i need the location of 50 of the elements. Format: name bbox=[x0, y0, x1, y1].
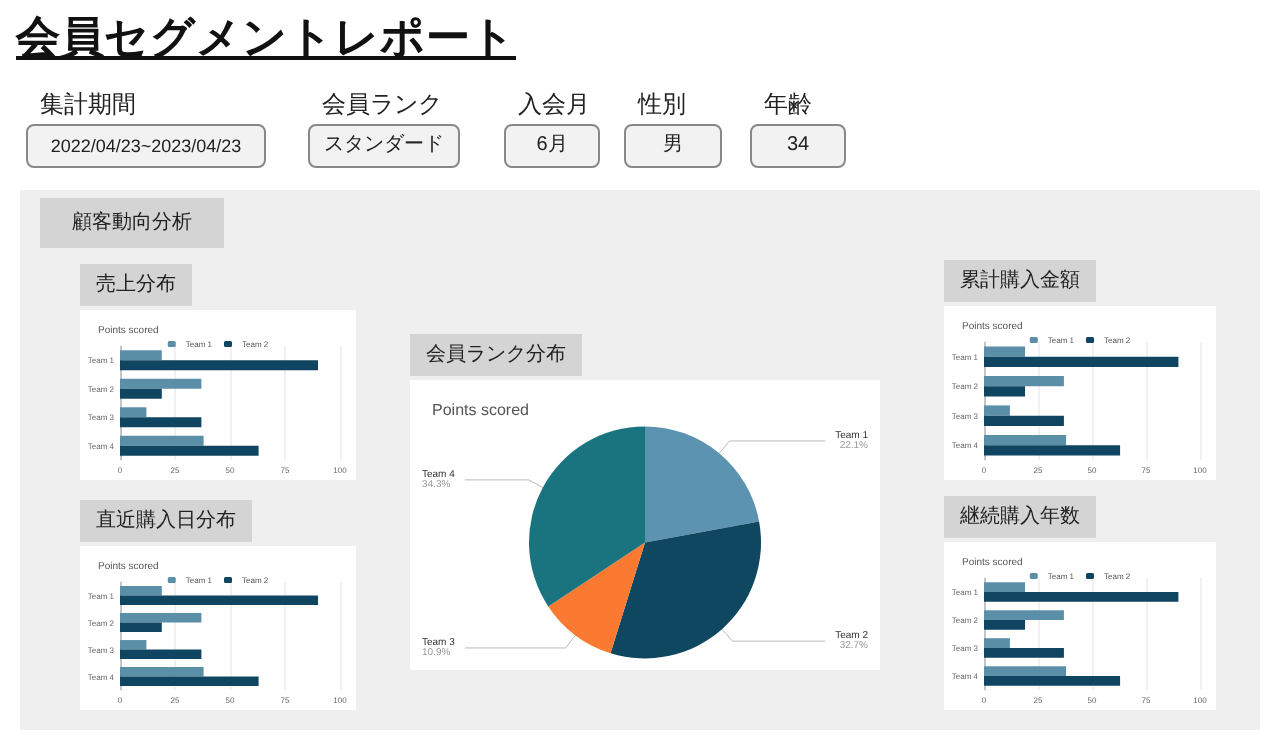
bar bbox=[984, 415, 1064, 427]
bar bbox=[984, 620, 1026, 630]
bar bbox=[120, 667, 204, 677]
bar bbox=[984, 434, 1067, 446]
chart-title: 売上分布 bbox=[80, 264, 192, 306]
bar bbox=[120, 417, 202, 428]
bar bbox=[120, 360, 318, 371]
bar bbox=[120, 445, 259, 456]
bar bbox=[984, 356, 1179, 368]
bar bbox=[120, 640, 147, 650]
text: 会員セグメントレポート bbox=[16, 10, 516, 66]
bar bbox=[984, 582, 1026, 592]
bar bbox=[984, 666, 1067, 676]
text: 34 bbox=[750, 124, 846, 168]
bar bbox=[984, 592, 1179, 602]
bar bbox=[120, 595, 318, 605]
bar bbox=[984, 445, 1121, 456]
text: 6月 bbox=[504, 124, 600, 168]
chart-title: 継続購入年数 bbox=[944, 496, 1096, 538]
bar bbox=[120, 649, 202, 659]
text: 2022/04/23~2023/04/23 bbox=[26, 124, 266, 168]
bar bbox=[984, 610, 1064, 620]
bar bbox=[984, 648, 1064, 658]
bar bbox=[984, 375, 1064, 387]
bar bbox=[120, 350, 162, 361]
chart-subtitle: Points scored bbox=[432, 401, 529, 419]
bar bbox=[120, 622, 162, 632]
chart-title: 直近購入日分布 bbox=[80, 500, 252, 542]
bar bbox=[984, 676, 1121, 686]
bar bbox=[120, 388, 162, 399]
bar bbox=[984, 386, 1026, 397]
text: 男 bbox=[624, 124, 722, 168]
bar bbox=[120, 378, 202, 389]
text: 集計期間 bbox=[40, 88, 136, 122]
bar bbox=[120, 586, 162, 596]
bar bbox=[984, 405, 1010, 416]
text: 性別 bbox=[638, 88, 686, 122]
bar bbox=[984, 638, 1010, 648]
text: 会員ランク bbox=[322, 88, 442, 122]
bar bbox=[120, 435, 204, 446]
text: スタンダード bbox=[308, 124, 460, 168]
text: 顧客動向分析 bbox=[40, 198, 224, 248]
chart-title: 累計購入金額 bbox=[944, 260, 1096, 302]
bar bbox=[984, 346, 1026, 357]
chart-title: 会員ランク分布 bbox=[410, 334, 582, 376]
bar bbox=[120, 613, 202, 623]
bar bbox=[120, 407, 147, 418]
text: 入会月 bbox=[518, 88, 590, 122]
bar bbox=[120, 676, 259, 686]
text: 年齢 bbox=[764, 88, 812, 122]
